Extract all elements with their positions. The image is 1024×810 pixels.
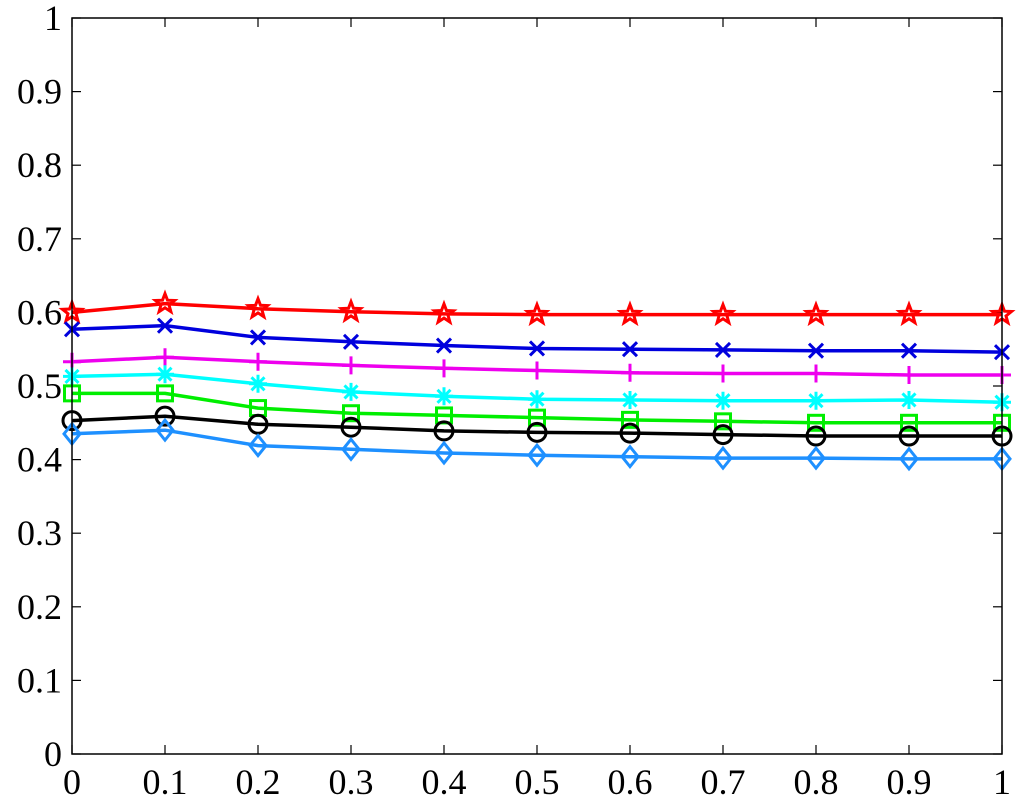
plot-background	[72, 18, 1002, 754]
y-tick-label: 0.5	[17, 366, 62, 406]
plot-frame	[71, 17, 1003, 755]
y-tick-label: 0.1	[17, 660, 62, 700]
series-line-6	[71, 414, 1002, 438]
asterisk-marker	[900, 390, 918, 409]
plus-marker	[528, 361, 546, 380]
x-axis-tick-labels: 0 0.1 0.2 0.3 0.4 0.5 0.6 0.7 0.8 0.9 1	[63, 762, 1011, 802]
star-marker	[523, 300, 551, 327]
x-tick-label: 0.6	[608, 762, 653, 802]
y-tick-label: 0.3	[17, 513, 62, 553]
star-marker	[244, 294, 272, 321]
y-tick-label: 0.9	[17, 72, 62, 112]
square-marker	[528, 408, 546, 427]
y-tick-label: 0.8	[17, 145, 62, 185]
y-tick-label: 0	[44, 734, 62, 774]
x-tick-label: 0.9	[887, 762, 932, 802]
y-tick-label: 0.2	[17, 587, 62, 627]
star-marker	[802, 300, 830, 327]
y-tick-label: 0.6	[17, 292, 62, 332]
plus-marker	[621, 363, 639, 382]
asterisk-marker	[528, 390, 546, 409]
plus-marker	[435, 359, 453, 378]
diamond-marker	[806, 445, 826, 471]
square-marker	[342, 404, 360, 423]
plus-marker	[807, 364, 825, 383]
x-tick-label: 0	[63, 762, 81, 802]
circle-marker	[712, 424, 734, 446]
x-marker	[249, 329, 267, 346]
star-marker	[616, 300, 644, 327]
star-marker	[895, 300, 923, 327]
x-tick-label: 1	[993, 762, 1011, 802]
diamond-marker	[341, 436, 361, 462]
series-line-7	[71, 428, 1002, 461]
series-line-5	[72, 391, 1002, 425]
square-marker	[714, 412, 732, 431]
y-tick-label: 0.7	[17, 219, 62, 259]
square-marker	[900, 413, 918, 432]
x-marker	[342, 333, 360, 350]
circle-marker	[340, 416, 362, 438]
series-line-1	[71, 301, 1002, 317]
plus-marker	[342, 356, 360, 375]
diamond-marker	[899, 446, 919, 472]
asterisk-marker	[621, 390, 639, 409]
diamond-marker	[434, 440, 454, 466]
x-marker	[714, 341, 732, 358]
diamond-marker	[155, 417, 175, 443]
plus-marker	[714, 364, 732, 383]
square-marker	[156, 384, 174, 403]
asterisk-marker	[435, 387, 453, 406]
star-marker	[337, 297, 365, 324]
circle-marker	[898, 425, 920, 447]
plus-marker	[249, 352, 267, 371]
asterisk-marker	[807, 391, 825, 410]
x-tick-label: 0.4	[422, 762, 467, 802]
star-marker	[430, 299, 458, 326]
asterisk-marker	[342, 382, 360, 401]
circle-marker	[526, 421, 548, 443]
diamond-marker	[248, 433, 268, 459]
plus-marker	[900, 365, 918, 384]
asterisk-marker	[249, 374, 267, 393]
square-marker	[621, 410, 639, 429]
x-tick-label: 0.3	[329, 762, 374, 802]
x-marker	[807, 342, 825, 359]
square-marker	[807, 413, 825, 432]
x-tick-label: 0.8	[794, 762, 839, 802]
diamond-marker	[713, 445, 733, 471]
x-tick-label: 0.7	[701, 762, 746, 802]
y-tick-label: 1	[44, 0, 62, 38]
x-marker	[900, 342, 918, 359]
plus-marker	[156, 348, 174, 367]
x-tick-label: 0.5	[515, 762, 560, 802]
x-marker	[156, 317, 174, 334]
diamond-marker	[620, 444, 640, 470]
x-marker	[435, 337, 453, 354]
diamond-marker	[527, 442, 547, 468]
x-tick-label: 0.1	[143, 762, 188, 802]
x-marker	[528, 340, 546, 357]
y-tick-label: 0.4	[17, 440, 62, 480]
circle-marker	[154, 405, 176, 427]
star-marker	[151, 289, 179, 316]
circle-marker	[433, 420, 455, 442]
x-tick-label: 0.2	[236, 762, 281, 802]
circle-marker	[619, 422, 641, 444]
star-marker	[709, 300, 737, 327]
circle-marker	[805, 425, 827, 447]
asterisk-marker	[714, 391, 732, 410]
y-axis-tick-labels: 0 0.1 0.2 0.3 0.4 0.5 0.6 0.7 0.8 0.9 1	[17, 0, 62, 774]
asterisk-marker	[156, 365, 174, 384]
x-marker	[621, 341, 639, 358]
